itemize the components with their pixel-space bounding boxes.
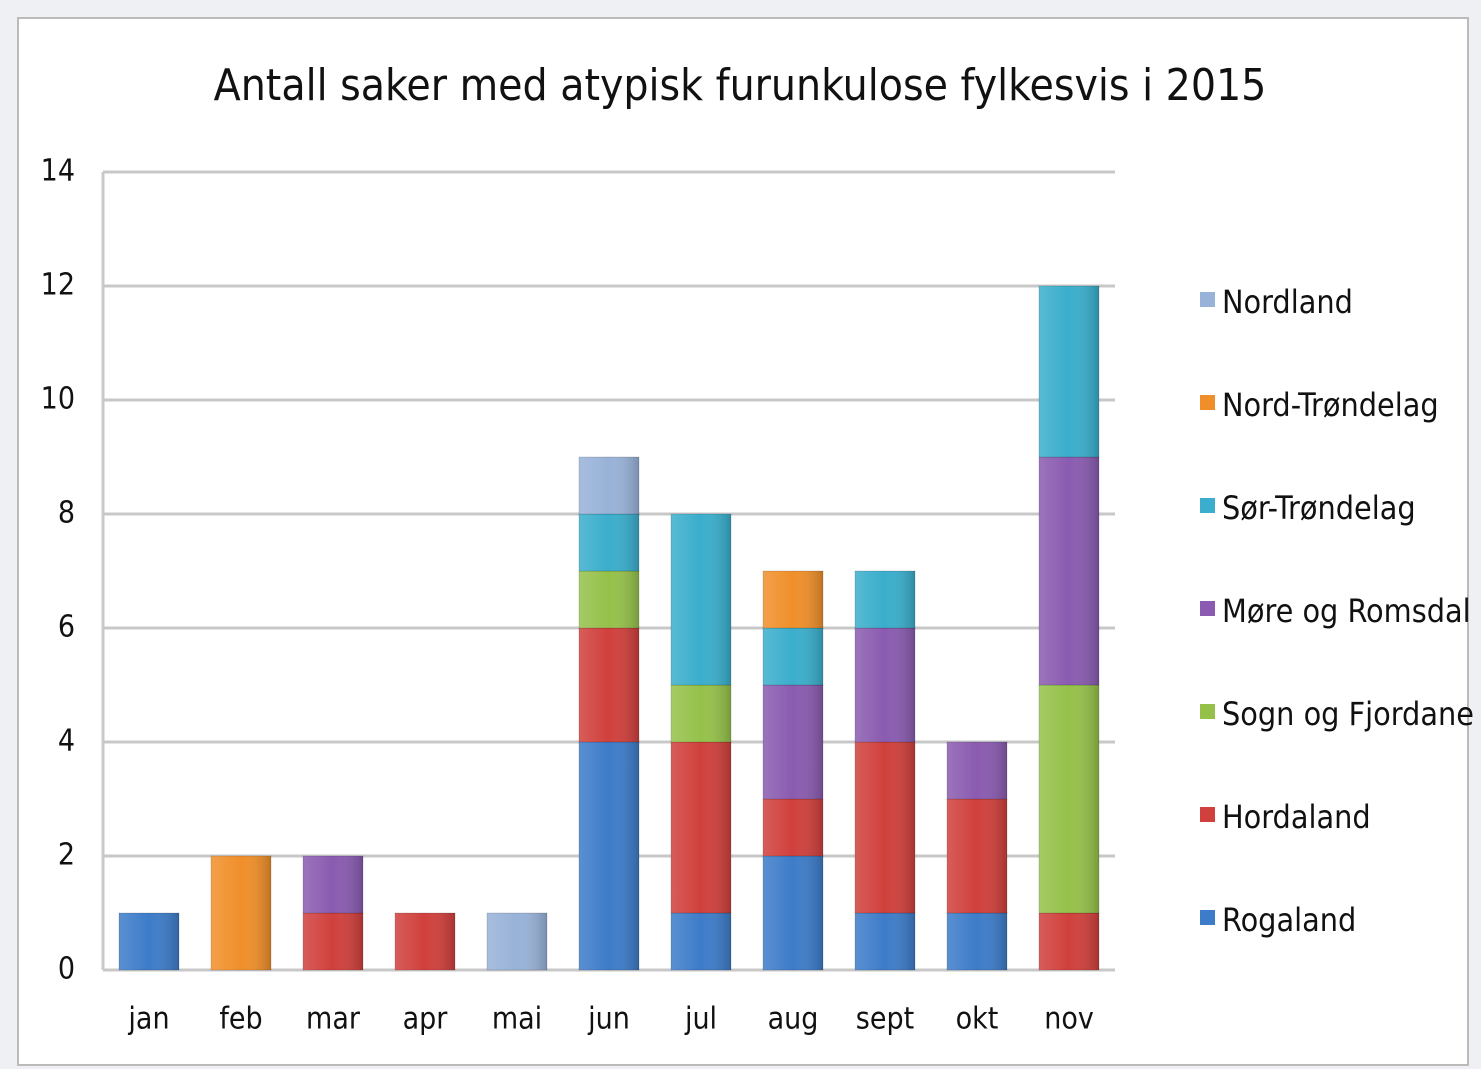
x-tick-label: mar xyxy=(306,1002,361,1037)
x-tick-label: sept xyxy=(856,1002,914,1037)
bar-shade xyxy=(1039,286,1099,457)
legend-swatch xyxy=(1200,395,1215,410)
x-tick-label: jun xyxy=(587,1002,630,1037)
bar-shade xyxy=(1039,457,1099,685)
x-tick-label: apr xyxy=(403,1002,449,1037)
chart-title: Antall saker med atypisk furunkulose fyl… xyxy=(214,60,1267,111)
bar-shade xyxy=(947,799,1007,913)
legend-swatch xyxy=(1200,807,1215,822)
legend-label: Nordland xyxy=(1222,283,1353,321)
bar-shade xyxy=(671,514,731,685)
legend-label: Rogaland xyxy=(1222,901,1356,939)
legend-swatch xyxy=(1200,910,1215,925)
bar-shade xyxy=(119,913,179,970)
bar-shade xyxy=(855,913,915,970)
bar-shade xyxy=(763,685,823,799)
bar-shade xyxy=(947,742,1007,799)
legend-swatch xyxy=(1200,704,1215,719)
x-tick-label: jul xyxy=(684,1002,717,1037)
bar-shade xyxy=(303,913,363,970)
y-tick-label: 0 xyxy=(58,952,75,987)
bar-shade xyxy=(1039,913,1099,970)
y-tick-label: 2 xyxy=(58,838,75,873)
y-tick-label: 12 xyxy=(41,268,75,303)
bar-shade xyxy=(579,628,639,742)
bar-shade xyxy=(855,628,915,742)
legend-label: Møre og Romsdal xyxy=(1222,592,1471,630)
x-tick-label: nov xyxy=(1044,1002,1094,1037)
y-tick-label: 8 xyxy=(58,496,75,531)
legend-swatch xyxy=(1200,498,1215,513)
bar-shade xyxy=(947,913,1007,970)
legend-label: Sør-Trøndelag xyxy=(1222,489,1416,527)
bar-shade xyxy=(211,856,271,970)
bar-shade xyxy=(303,856,363,913)
legend-label: Sogn og Fjordane xyxy=(1222,695,1474,733)
bar-shade xyxy=(1039,685,1099,913)
y-tick-label: 6 xyxy=(58,610,75,645)
bar-shade xyxy=(487,913,547,970)
x-tick-label: feb xyxy=(219,1002,262,1037)
bar-shade xyxy=(579,514,639,571)
x-tick-label: jan xyxy=(127,1002,169,1037)
legend-label: Nord-Trøndelag xyxy=(1222,386,1439,424)
bar-shade xyxy=(763,799,823,856)
y-tick-label: 14 xyxy=(41,154,75,189)
legend-swatch xyxy=(1200,292,1215,307)
bar-shade xyxy=(671,913,731,970)
bar-shade xyxy=(763,571,823,628)
bar-shade xyxy=(671,685,731,742)
legend-swatch xyxy=(1200,601,1215,616)
bar-shade xyxy=(671,742,731,913)
x-tick-label: okt xyxy=(956,1002,999,1037)
bar-shade xyxy=(763,628,823,685)
bar-shade xyxy=(763,856,823,970)
bar-shade xyxy=(579,571,639,628)
bar-shade xyxy=(855,742,915,913)
x-tick-label: mai xyxy=(492,1002,542,1037)
x-tick-label: aug xyxy=(768,1002,819,1037)
bar-shade xyxy=(395,913,455,970)
bar-shade xyxy=(579,742,639,970)
bar-shade xyxy=(855,571,915,628)
y-tick-label: 4 xyxy=(58,724,75,759)
legend-label: Hordaland xyxy=(1222,798,1371,836)
y-tick-label: 10 xyxy=(41,382,75,417)
bar-shade xyxy=(579,457,639,514)
